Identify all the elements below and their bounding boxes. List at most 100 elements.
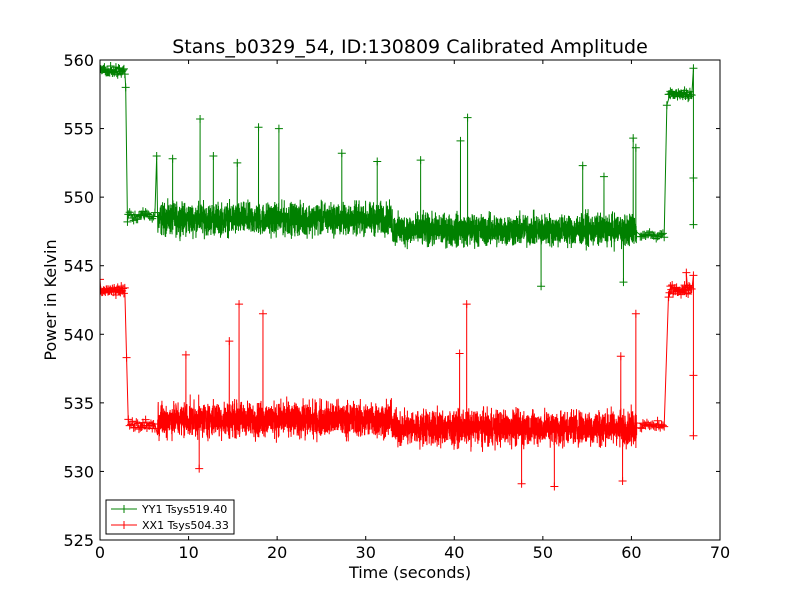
data-point-marker: [100, 63, 109, 72]
data-point-marker: [682, 268, 691, 277]
data-point-marker: [195, 464, 204, 473]
x-tick-label: 70: [710, 543, 730, 562]
data-point-marker: [106, 61, 115, 70]
legend: YY1 Tsys519.40 XX1 Tsys504.33: [105, 499, 235, 535]
data-point-marker: [274, 124, 283, 133]
y-tick-label: 550: [63, 188, 94, 207]
data-point-marker: [680, 86, 689, 95]
data-point-marker: [578, 161, 587, 170]
data-point-marker: [337, 149, 346, 158]
data-point-marker: [685, 283, 694, 292]
data-point-marker: [119, 289, 128, 298]
data-point-marker: [168, 154, 177, 163]
data-point-marker: [209, 152, 218, 160]
data-point-marker: [517, 479, 526, 488]
data-point-marker: [141, 415, 150, 424]
data-point-marker: [123, 217, 132, 226]
plot-frame: [99, 59, 721, 541]
series-line-xx1: [100, 272, 694, 487]
data-point-marker: [618, 477, 627, 486]
data-point-marker: [133, 419, 142, 428]
data-point-marker: [537, 282, 546, 291]
data-point-marker: [689, 431, 698, 440]
data-point-marker: [631, 309, 640, 318]
x-axis-label: Time (seconds): [348, 563, 471, 582]
x-tick-label: 40: [444, 543, 464, 562]
data-point-marker: [653, 416, 662, 425]
data-point-marker: [662, 101, 671, 110]
data-point-marker: [148, 214, 157, 223]
data-point-marker: [100, 275, 104, 284]
x-tick-label: 20: [267, 543, 287, 562]
data-point-marker: [254, 123, 263, 132]
y-tick-label: 525: [63, 531, 94, 550]
y-tick-label: 530: [63, 462, 94, 481]
x-tick-label: 30: [356, 543, 376, 562]
data-point-marker: [225, 337, 234, 346]
axes: 0 10 20 30 40 50 60 70 525 530 535 540 545 550 555 560: [63, 51, 730, 562]
data-point-marker: [456, 136, 465, 145]
data-point-marker: [112, 69, 121, 78]
x-tick-label: 0: [95, 543, 105, 562]
y-tick-label: 535: [63, 394, 94, 413]
data-point-marker: [121, 83, 130, 92]
data-point-marker: [181, 350, 190, 359]
data-point-marker: [416, 156, 425, 165]
data-point-marker: [119, 64, 128, 73]
data-point-marker: [682, 88, 691, 97]
data-point-marker: [235, 300, 244, 309]
data-point-marker: [149, 212, 158, 221]
data-point-marker: [689, 64, 698, 73]
data-point-marker: [120, 70, 129, 79]
data-point-marker: [631, 143, 640, 152]
y-tick-label: 560: [63, 51, 94, 70]
data-point-marker: [114, 64, 123, 73]
data-point-marker: [677, 290, 686, 299]
y-tick-label: 555: [63, 120, 94, 139]
data-point-marker: [122, 353, 131, 362]
data-point-marker: [682, 289, 691, 298]
data-point-marker: [629, 134, 638, 143]
data-point-marker: [455, 349, 464, 358]
data-point-marker: [636, 423, 645, 432]
y-axis-label: Power in Kelvin: [41, 239, 60, 360]
data-point-marker: [665, 288, 674, 297]
legend-marker: [120, 505, 128, 513]
x-tick-label: 10: [178, 543, 198, 562]
x-tick-label: 50: [533, 543, 553, 562]
data-point-marker: [111, 290, 120, 299]
data-point-marker: [616, 352, 625, 361]
data-point-marker: [258, 309, 267, 318]
data-point-marker: [689, 371, 698, 380]
data-point-marker: [150, 208, 159, 217]
series-markers-xx1: [100, 268, 698, 491]
data-point-marker: [660, 233, 669, 242]
data-point-marker: [687, 285, 696, 294]
legend-label: XX1 Tsys504.33: [142, 519, 229, 532]
data-point-marker: [687, 91, 696, 100]
data-point-marker: [658, 421, 667, 430]
y-tick-label: 545: [63, 257, 94, 276]
data-point-marker: [128, 417, 137, 426]
plot-area: [100, 61, 698, 491]
data-point-marker: [689, 271, 698, 280]
data-point-marker: [689, 173, 698, 182]
data-point-marker: [119, 65, 128, 74]
data-point-marker: [152, 152, 161, 160]
data-point-marker: [120, 283, 129, 292]
data-point-marker: [658, 229, 667, 238]
data-point-marker: [119, 284, 128, 293]
data-point-marker: [599, 172, 608, 181]
data-point-marker: [196, 114, 205, 123]
data-point-marker: [689, 220, 698, 229]
x-tick-label: 60: [621, 543, 641, 562]
data-point-marker: [684, 289, 693, 298]
series-markers-yy1: [100, 61, 698, 291]
series-line-yy1: [100, 66, 694, 287]
data-point-marker: [233, 158, 242, 167]
data-point-marker: [462, 300, 471, 309]
data-point-marker: [619, 278, 628, 287]
chart-title: Stans_b0329_54, ID:130809 Calibrated Amp…: [172, 36, 648, 58]
data-point-marker: [463, 113, 472, 122]
data-point-marker: [550, 482, 559, 491]
